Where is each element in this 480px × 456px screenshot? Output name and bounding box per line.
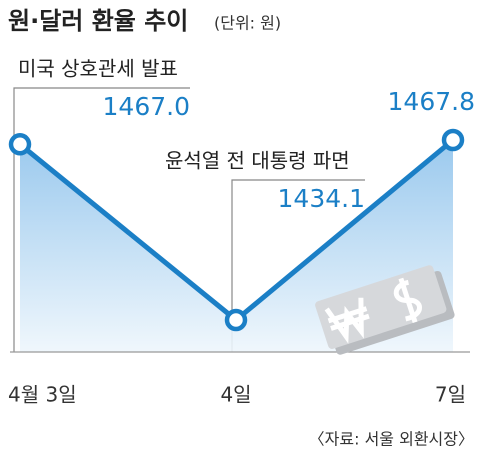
source: 〈자료: 서울 외환시장〉 <box>309 430 474 449</box>
value-label: 1434.1 <box>278 184 365 213</box>
annotation: 윤석열 전 대통령 파면 <box>165 149 350 173</box>
chart-title: 원·달러 환율 추이 <box>8 7 188 35</box>
annotation-leader <box>13 87 190 352</box>
x-tick-label: 7일 <box>435 383 466 407</box>
annotation-leader <box>231 179 365 352</box>
marker <box>8 133 32 156</box>
value-label: 1467.0 <box>103 92 190 121</box>
marker <box>441 128 465 152</box>
x-tick-label: 4월 3일 <box>8 383 77 407</box>
currency-icon <box>315 265 455 355</box>
annotation: 미국 상호관세 발표 <box>18 57 178 81</box>
marker <box>224 308 248 332</box>
chart-subtitle: (단위: 원) <box>214 14 281 33</box>
x-tick-label: 4일 <box>220 383 251 407</box>
value-label: 1467.8 <box>388 87 475 116</box>
